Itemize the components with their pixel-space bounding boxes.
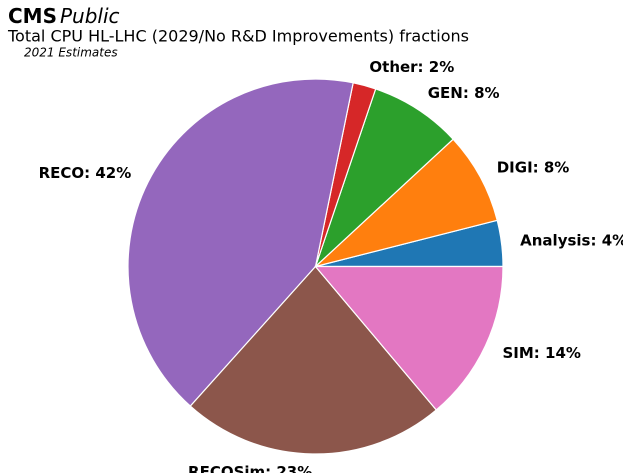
slice-label: Analysis: 4% xyxy=(520,231,623,249)
chart-subtitle: 2021 Estimates xyxy=(24,46,118,60)
pie-slice xyxy=(127,78,354,407)
slice-label: SIM: 14% xyxy=(503,344,581,362)
pie-slice xyxy=(315,138,498,268)
status: Public xyxy=(60,4,120,28)
slice-label: GEN: 8% xyxy=(428,84,500,102)
experiment: CMS xyxy=(8,4,57,28)
slice-label: Other: 2% xyxy=(369,58,454,76)
experiment-header: CMS Public xyxy=(8,4,120,28)
slice-label: RECOSim: 23% xyxy=(188,463,312,473)
pie-slice xyxy=(189,265,438,455)
slice-label: DIGI: 8% xyxy=(497,159,570,177)
pie-slice xyxy=(314,88,454,267)
pie-slice xyxy=(314,265,504,411)
chart-title: Total CPU HL-LHC (2029/No R&D Improvemen… xyxy=(7,27,469,46)
slice-label: RECO: 42% xyxy=(39,164,132,182)
